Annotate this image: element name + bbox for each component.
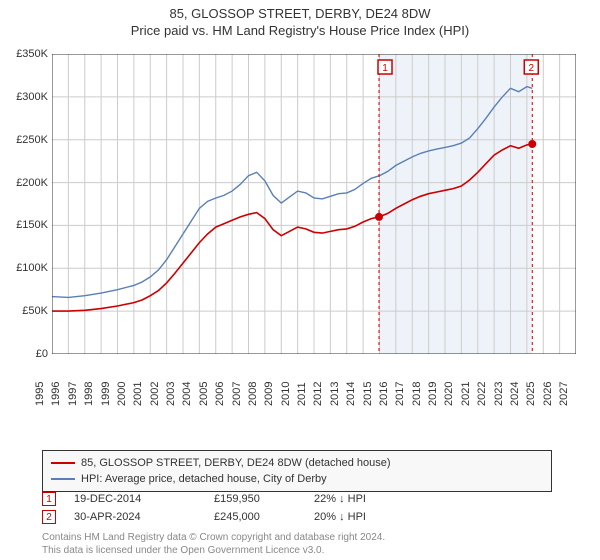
title-sub: Price paid vs. HM Land Registry's House …	[0, 23, 600, 38]
title-block: 85, GLOSSOP STREET, DERBY, DE24 8DW Pric…	[0, 0, 600, 38]
marker-date: 30-APR-2024	[74, 511, 214, 523]
marker-price: £159,950	[214, 493, 314, 505]
root: 85, GLOSSOP STREET, DERBY, DE24 8DW Pric…	[0, 0, 600, 560]
x-tick-label: 2002	[149, 382, 161, 406]
legend-swatch-hpi	[51, 478, 75, 480]
x-tick-label: 2022	[476, 382, 488, 406]
y-tick-label: £350K	[16, 48, 48, 60]
x-tick-label: 1999	[100, 382, 112, 406]
x-tick-label: 2014	[345, 382, 357, 406]
plot-area: 12	[52, 54, 576, 354]
x-tick-label: 2021	[460, 382, 472, 406]
y-tick-label: £200K	[16, 177, 48, 189]
x-tick-label: 2026	[542, 382, 554, 406]
y-tick-label: £300K	[16, 91, 48, 103]
marker-dot-2	[528, 140, 536, 148]
marker-label-1: 1	[378, 60, 392, 74]
x-tick-label: 2019	[427, 382, 439, 406]
x-tick-label: 2003	[165, 382, 177, 406]
legend-swatch-property	[51, 462, 75, 464]
x-tick-label: 2027	[558, 382, 570, 406]
title-address: 85, GLOSSOP STREET, DERBY, DE24 8DW	[0, 6, 600, 21]
y-tick-label: £250K	[16, 134, 48, 146]
marker-table: 1 19-DEC-2014£159,95022% ↓ HPI 2 30-APR-202…	[42, 490, 434, 526]
svg-text:1: 1	[382, 63, 388, 74]
marker-row: 2 30-APR-2024£245,00020% ↓ HPI	[42, 508, 434, 526]
y-tick-label: £150K	[16, 219, 48, 231]
attribution-line2: This data is licensed under the Open Gov…	[42, 545, 385, 558]
x-tick-label: 2015	[362, 382, 374, 406]
marker-num-box: 1	[42, 492, 56, 506]
x-tick-label: 2010	[280, 382, 292, 406]
attribution-line1: Contains HM Land Registry data © Crown c…	[42, 532, 385, 545]
legend-row-property: 85, GLOSSOP STREET, DERBY, DE24 8DW (det…	[51, 455, 543, 471]
legend-label-hpi: HPI: Average price, detached house, City…	[81, 473, 327, 485]
x-tick-label: 2017	[394, 382, 406, 406]
x-tick-label: 2005	[198, 382, 210, 406]
chart: £0£50K£100K£150K£200K£250K£300K£350K 12 …	[0, 46, 600, 396]
x-tick-label: 2023	[493, 382, 505, 406]
x-tick-label: 2006	[214, 382, 226, 406]
x-tick-label: 2007	[231, 382, 243, 406]
x-tick-label: 2013	[329, 382, 341, 406]
x-tick-label: 2025	[525, 382, 537, 406]
legend: 85, GLOSSOP STREET, DERBY, DE24 8DW (det…	[42, 450, 552, 492]
x-tick-label: 2004	[181, 382, 193, 406]
x-tick-label: 1998	[83, 382, 95, 406]
legend-row-hpi: HPI: Average price, detached house, City…	[51, 471, 543, 487]
y-tick-label: £0	[36, 348, 48, 360]
marker-num-box: 2	[42, 510, 56, 524]
legend-label-property: 85, GLOSSOP STREET, DERBY, DE24 8DW (det…	[81, 457, 391, 469]
x-tick-label: 2001	[132, 382, 144, 406]
marker-date: 19-DEC-2014	[74, 493, 214, 505]
y-tick-label: £50K	[22, 305, 48, 317]
marker-row: 1 19-DEC-2014£159,95022% ↓ HPI	[42, 490, 434, 508]
x-tick-label: 2016	[378, 382, 390, 406]
x-tick-label: 2020	[443, 382, 455, 406]
x-tick-label: 2018	[411, 382, 423, 406]
x-tick-label: 2024	[509, 382, 521, 406]
marker-diff: 20% ↓ HPI	[314, 511, 434, 523]
x-tick-label: 2012	[312, 382, 324, 406]
x-tick-label: 1995	[34, 382, 46, 406]
svg-text:2: 2	[528, 63, 534, 74]
x-tick-label: 1997	[67, 382, 79, 406]
x-tick-label: 2000	[116, 382, 128, 406]
marker-dot-1	[375, 213, 383, 221]
marker-diff: 22% ↓ HPI	[314, 493, 434, 505]
x-tick-label: 2009	[263, 382, 275, 406]
x-tick-label: 1996	[50, 382, 62, 406]
marker-price: £245,000	[214, 511, 314, 523]
marker-label-2: 2	[524, 60, 538, 74]
y-tick-label: £100K	[16, 262, 48, 274]
attribution: Contains HM Land Registry data © Crown c…	[42, 532, 385, 557]
x-tick-label: 2011	[296, 382, 308, 406]
x-tick-label: 2008	[247, 382, 259, 406]
